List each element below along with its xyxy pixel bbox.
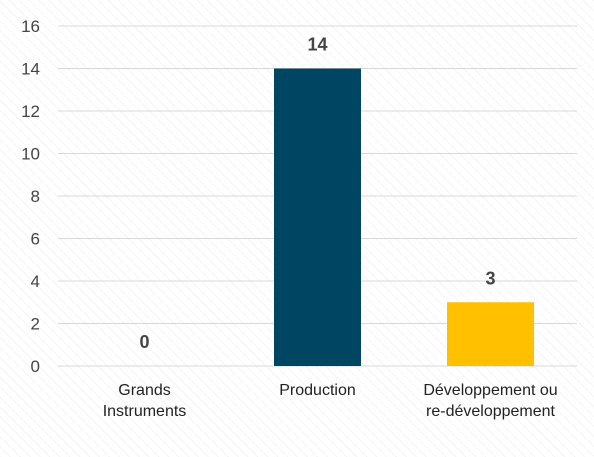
- y-tick-label: 14: [21, 60, 40, 79]
- data-label: 0: [139, 332, 149, 352]
- bar: [447, 302, 534, 366]
- y-tick-label: 0: [31, 357, 40, 376]
- data-label: 3: [485, 268, 495, 288]
- data-label: 14: [307, 35, 327, 55]
- category-label: Production: [279, 382, 356, 399]
- category-label: Développement ou: [423, 382, 557, 399]
- bar: [274, 68, 361, 366]
- y-tick-label: 2: [31, 315, 40, 334]
- category-label: re-développement: [426, 403, 556, 420]
- x-axis-categories: Grands Instruments Production Développement…: [103, 382, 558, 420]
- y-tick-label: 10: [21, 145, 40, 164]
- y-axis-ticks: 0 2 4 6 8 10 12 14 16: [21, 17, 40, 376]
- data-labels: 0 14 3: [139, 35, 495, 353]
- y-tick-label: 16: [21, 17, 40, 36]
- y-tick-label: 8: [31, 187, 40, 206]
- y-tick-label: 4: [31, 272, 40, 291]
- bars: [274, 68, 534, 366]
- y-tick-label: 6: [31, 230, 40, 249]
- y-tick-label: 12: [21, 102, 40, 121]
- category-label: Grands: [118, 382, 170, 399]
- category-label: Instruments: [103, 403, 187, 420]
